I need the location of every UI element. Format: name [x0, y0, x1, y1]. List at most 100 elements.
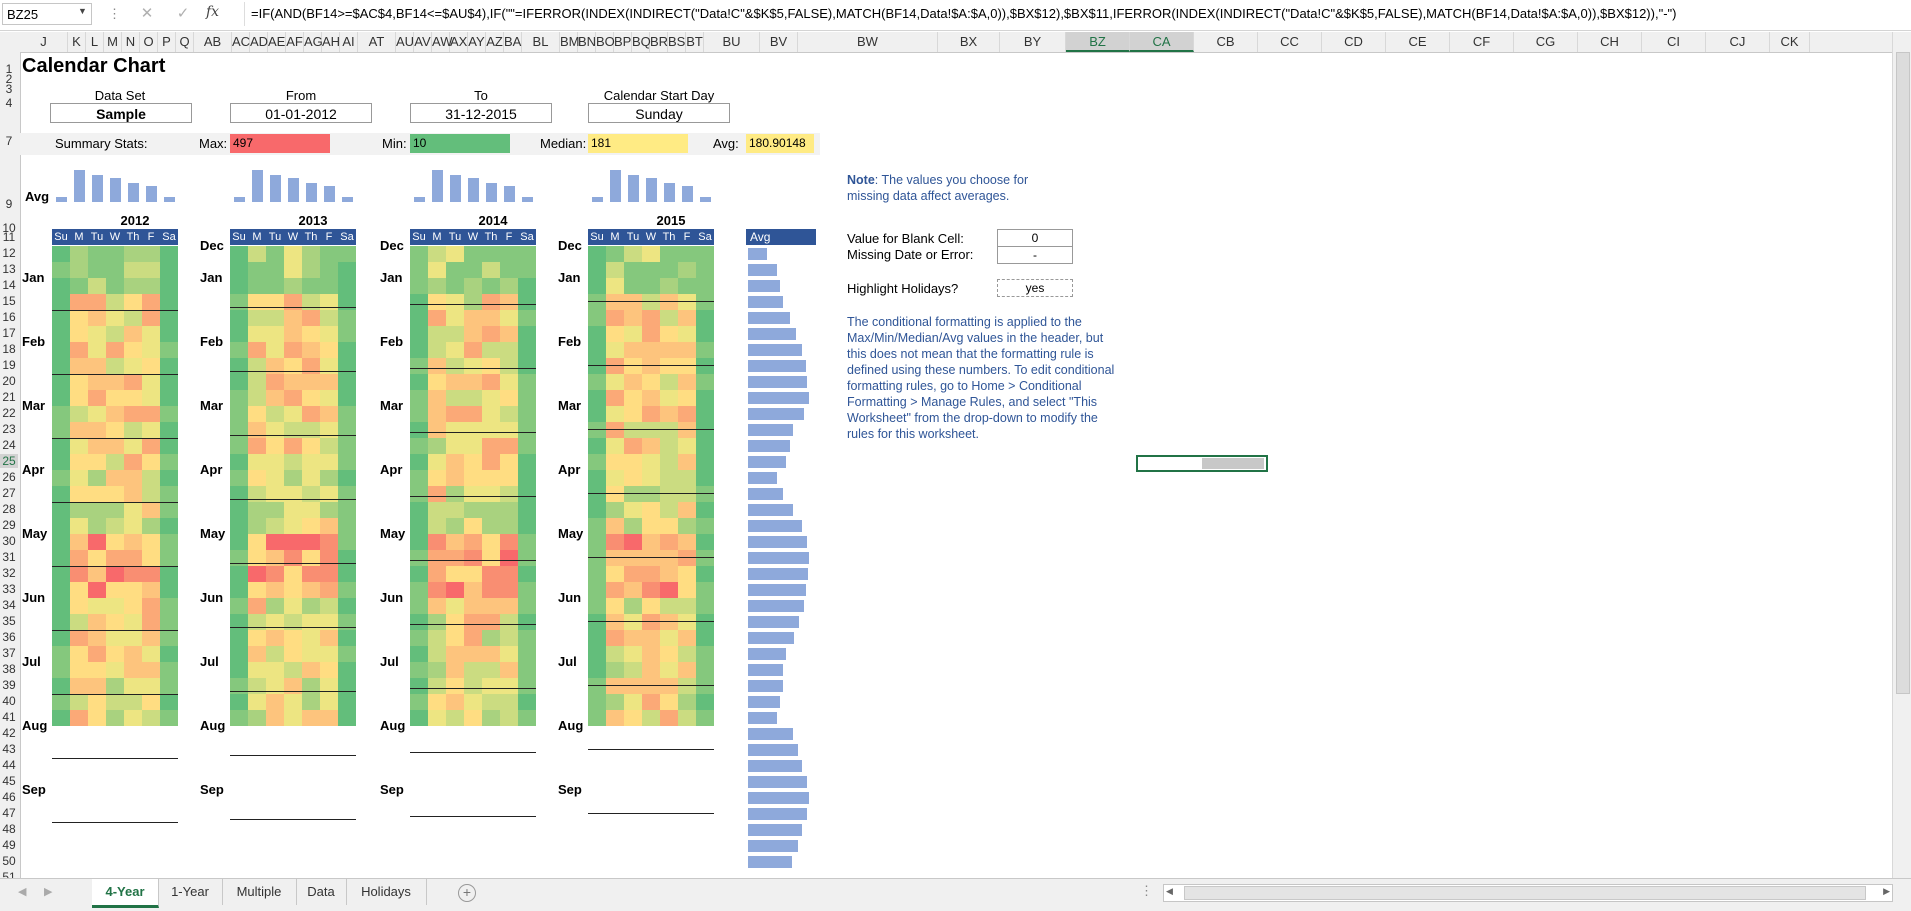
row-header[interactable]: 4 [5, 96, 13, 110]
formula-input[interactable]: =IF(AND(BF14>=$AC$4,BF14<=$AU$4),IF(""=I… [244, 2, 1906, 26]
column-header[interactable]: CK [1770, 32, 1810, 52]
column-header[interactable]: CB [1194, 32, 1258, 52]
column-header[interactable]: AB [194, 32, 232, 52]
column-header[interactable]: AU [396, 32, 414, 52]
row-header[interactable]: 7 [5, 134, 13, 148]
confirm-entry-icon[interactable]: ✓ [176, 5, 190, 22]
sheet-tab[interactable]: 4-Year [92, 879, 159, 908]
name-box[interactable]: BZ25 [2, 3, 92, 25]
selected-cell[interactable] [1136, 455, 1268, 472]
row-header[interactable]: 14 [2, 278, 16, 292]
data-set-input[interactable]: Sample [50, 103, 192, 123]
row-header[interactable]: 16 [2, 310, 16, 324]
column-header[interactable]: BV [760, 32, 798, 52]
scroll-tabs-right-icon[interactable]: ▶ [44, 886, 53, 898]
column-header[interactable]: CI [1642, 32, 1706, 52]
column-header[interactable]: AG [304, 32, 323, 52]
row-header[interactable]: 46 [2, 790, 16, 804]
row-header[interactable]: 40 [2, 694, 16, 708]
row-header[interactable]: 19 [2, 358, 16, 372]
sheet-tab[interactable]: Data [296, 879, 347, 905]
row-header[interactable]: 18 [2, 342, 16, 356]
scroll-tabs-left-icon[interactable]: ◀ [18, 886, 27, 898]
column-header[interactable]: AZ [486, 32, 504, 52]
column-header[interactable]: CE [1386, 32, 1450, 52]
blank-cell-input[interactable]: 0 [997, 229, 1073, 247]
column-header[interactable]: AH [322, 32, 340, 52]
row-header[interactable]: 13 [2, 262, 16, 276]
row-header[interactable]: 2 [5, 72, 13, 86]
highlight-holidays-input[interactable]: yes [997, 279, 1073, 297]
column-header[interactable]: O [140, 32, 158, 52]
row-header[interactable]: 35 [2, 614, 16, 628]
row-header[interactable]: 36 [2, 630, 16, 644]
column-header[interactable]: BR [650, 32, 668, 52]
horizontal-scrollbar[interactable]: ◀ ▶ [1163, 884, 1893, 902]
column-header[interactable]: CC [1258, 32, 1322, 52]
row-header[interactable]: 27 [2, 486, 16, 500]
row-header[interactable]: 37 [2, 646, 16, 660]
column-header[interactable]: CJ [1706, 32, 1770, 52]
row-header[interactable]: 39 [2, 678, 16, 692]
row-header[interactable]: 44 [2, 758, 16, 772]
column-header[interactable]: CA [1130, 32, 1194, 52]
row-header[interactable]: 11 [2, 230, 16, 244]
column-header[interactable]: BQ [632, 32, 651, 52]
row-header[interactable]: 15 [2, 294, 16, 308]
horizontal-scrollbar-thumb[interactable] [1184, 886, 1866, 900]
row-header[interactable]: 31 [2, 550, 16, 564]
column-header[interactable]: BY [1000, 32, 1066, 52]
column-header[interactable]: AY [468, 32, 486, 52]
row-header[interactable]: 30 [2, 534, 16, 548]
add-sheet-icon[interactable]: + [458, 884, 476, 902]
column-header[interactable]: BS [668, 32, 686, 52]
row-header[interactable]: 45 [2, 774, 16, 788]
from-date-input[interactable]: 01-01-2012 [230, 103, 372, 123]
cancel-entry-icon[interactable]: ✕ [140, 5, 154, 22]
row-header[interactable]: 9 [5, 197, 13, 211]
row-header[interactable]: 3 [5, 82, 13, 96]
row-header[interactable]: 17 [2, 326, 16, 340]
column-header[interactable]: CG [1514, 32, 1578, 52]
row-header[interactable]: 20 [2, 374, 16, 388]
column-header[interactable]: L [86, 32, 104, 52]
row-header[interactable]: 24 [2, 438, 16, 452]
column-header[interactable]: AV [414, 32, 432, 52]
to-date-input[interactable]: 31-12-2015 [410, 103, 552, 123]
row-header[interactable]: 22 [2, 406, 16, 420]
column-header[interactable]: M [104, 32, 122, 52]
sheet-tab[interactable]: Multiple [222, 879, 297, 905]
row-header[interactable]: 51 [2, 870, 16, 878]
row-header[interactable]: 34 [2, 598, 16, 612]
column-header[interactable]: BX [938, 32, 1000, 52]
row-header[interactable]: 25 [0, 454, 18, 468]
column-header[interactable]: BU [704, 32, 760, 52]
column-header[interactable]: P [158, 32, 176, 52]
column-header[interactable]: AC [232, 32, 250, 52]
column-header[interactable]: CF [1450, 32, 1514, 52]
row-header[interactable]: 43 [2, 742, 16, 756]
column-header[interactable]: J [20, 32, 68, 52]
column-header[interactable]: AF [286, 32, 304, 52]
column-header[interactable]: N [122, 32, 140, 52]
row-header[interactable]: 23 [2, 422, 16, 436]
column-header[interactable]: BW [798, 32, 938, 52]
column-header[interactable]: BT [686, 32, 704, 52]
scroll-right-icon[interactable]: ▶ [1883, 886, 1890, 896]
column-header[interactable]: CH [1578, 32, 1642, 52]
column-header[interactable]: CD [1322, 32, 1386, 52]
row-header[interactable]: 10 [2, 221, 16, 235]
tab-bar-options-icon[interactable]: ⋮ [1140, 883, 1153, 898]
column-header[interactable]: AT [358, 32, 396, 52]
row-header[interactable]: 48 [2, 822, 16, 836]
row-header[interactable]: 50 [2, 854, 16, 868]
row-header[interactable]: 12 [2, 246, 16, 260]
row-header[interactable]: 42 [2, 726, 16, 740]
sheet-tab[interactable]: 1-Year [158, 879, 223, 905]
row-header[interactable]: 47 [2, 806, 16, 820]
column-header[interactable]: AE [268, 32, 286, 52]
missing-date-input[interactable]: - [997, 246, 1073, 264]
column-header[interactable]: BP [614, 32, 632, 52]
row-header[interactable]: 38 [2, 662, 16, 676]
column-header[interactable]: AX [450, 32, 468, 52]
